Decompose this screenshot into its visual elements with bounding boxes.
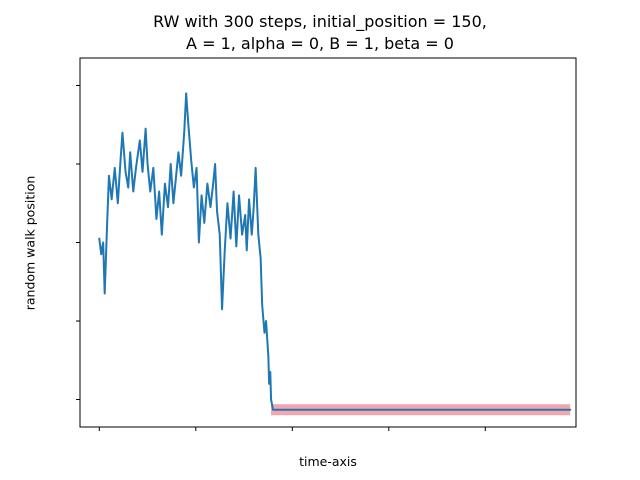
series-line-0 xyxy=(98,92,572,411)
series-layer xyxy=(98,92,572,411)
x-axis-label: time-axis xyxy=(299,454,357,469)
tick-layer xyxy=(76,84,486,431)
chart-title-line-2: A = 1, alpha = 0, B = 1, beta = 0 xyxy=(186,34,454,53)
y-axis-label: random walk position xyxy=(22,175,38,311)
chart-title-line-1: RW with 300 steps, initial_position = 15… xyxy=(153,12,487,31)
